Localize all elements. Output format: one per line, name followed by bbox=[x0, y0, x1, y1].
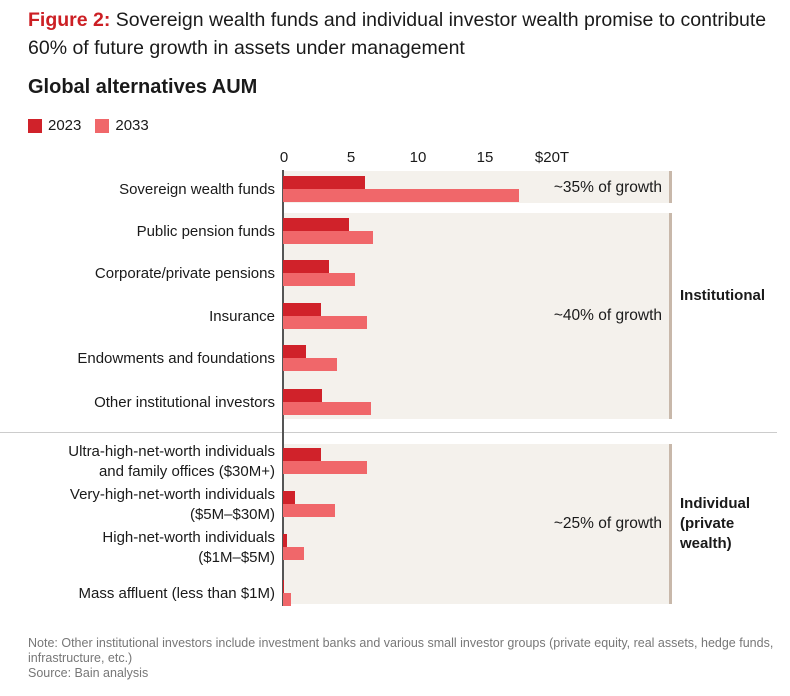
bar-2033 bbox=[283, 504, 336, 517]
category-label: Very-high-net-worth individuals ($5M–$30M… bbox=[69, 486, 275, 523]
figure-label: Figure 2: bbox=[28, 9, 111, 31]
bar-2023 bbox=[283, 580, 284, 593]
bar-2033 bbox=[283, 461, 368, 474]
bar-2023 bbox=[283, 491, 296, 504]
bar-2033 bbox=[283, 189, 519, 202]
annotation-individual: ~25% of growth bbox=[553, 515, 662, 532]
category-label: Ultra-high-net-worth individuals and fami… bbox=[68, 443, 275, 480]
legend-label-2023: 2023 bbox=[48, 117, 82, 134]
legend-label-2033: 2033 bbox=[115, 117, 149, 134]
bar-2023 bbox=[283, 389, 322, 402]
x-tick-label: 10 bbox=[409, 149, 427, 166]
group-label-individual: Individual (private wealth) bbox=[680, 495, 751, 552]
footer: Note: Other institutional investors incl… bbox=[28, 636, 778, 681]
category-label: Mass affluent (less than $1M) bbox=[78, 585, 275, 602]
category-label: Endowments and foundations bbox=[77, 350, 275, 367]
category-label: High-net-worth individuals ($1M–$5M) bbox=[102, 529, 275, 566]
category-label: Public pension funds bbox=[136, 223, 275, 240]
bar-2033 bbox=[283, 547, 305, 560]
category-label: Other institutional investors bbox=[94, 394, 275, 411]
bar-2033 bbox=[283, 231, 373, 244]
group-separator bbox=[0, 432, 777, 433]
bar-2023 bbox=[283, 345, 306, 358]
x-tick-label: $20T bbox=[534, 149, 570, 166]
annotation-institutional: ~40% of growth bbox=[553, 307, 662, 324]
legend: 2023 2033 bbox=[28, 117, 149, 134]
figure-title: Figure 2: Sovereign wealth funds and ind… bbox=[28, 6, 778, 62]
bar-2023 bbox=[283, 218, 349, 231]
y-axis-line bbox=[282, 170, 284, 606]
x-tick-label: 5 bbox=[346, 149, 356, 166]
bar-2033 bbox=[283, 273, 356, 286]
bar-2023 bbox=[283, 448, 321, 461]
bar-2023 bbox=[283, 176, 365, 189]
category-label: Sovereign wealth funds bbox=[119, 181, 275, 198]
bar-2033 bbox=[283, 402, 372, 415]
bar-2023 bbox=[283, 303, 321, 316]
source: Source: Bain analysis bbox=[28, 666, 149, 680]
chart-title: Global alternatives AUM bbox=[28, 76, 258, 98]
category-label: Insurance bbox=[209, 308, 275, 325]
bar-2023 bbox=[283, 260, 329, 273]
x-tick-label: 0 bbox=[279, 149, 289, 166]
category-label: Corporate/private pensions bbox=[94, 265, 275, 282]
footnote: Note: Other institutional investors incl… bbox=[28, 636, 774, 665]
legend-swatch-2033 bbox=[95, 118, 110, 133]
bar-2033 bbox=[283, 316, 368, 329]
group-label-institutional: Institutional bbox=[680, 287, 765, 304]
bar-2033 bbox=[283, 358, 337, 371]
figure-title-text: Sovereign wealth funds and individual in… bbox=[28, 9, 767, 59]
bar-2033 bbox=[283, 593, 292, 606]
legend-swatch-2023 bbox=[28, 118, 42, 133]
annotation-sovereign: ~35% of growth bbox=[553, 179, 662, 196]
bar-2023 bbox=[283, 534, 288, 547]
x-tick-label: 15 bbox=[476, 149, 494, 166]
